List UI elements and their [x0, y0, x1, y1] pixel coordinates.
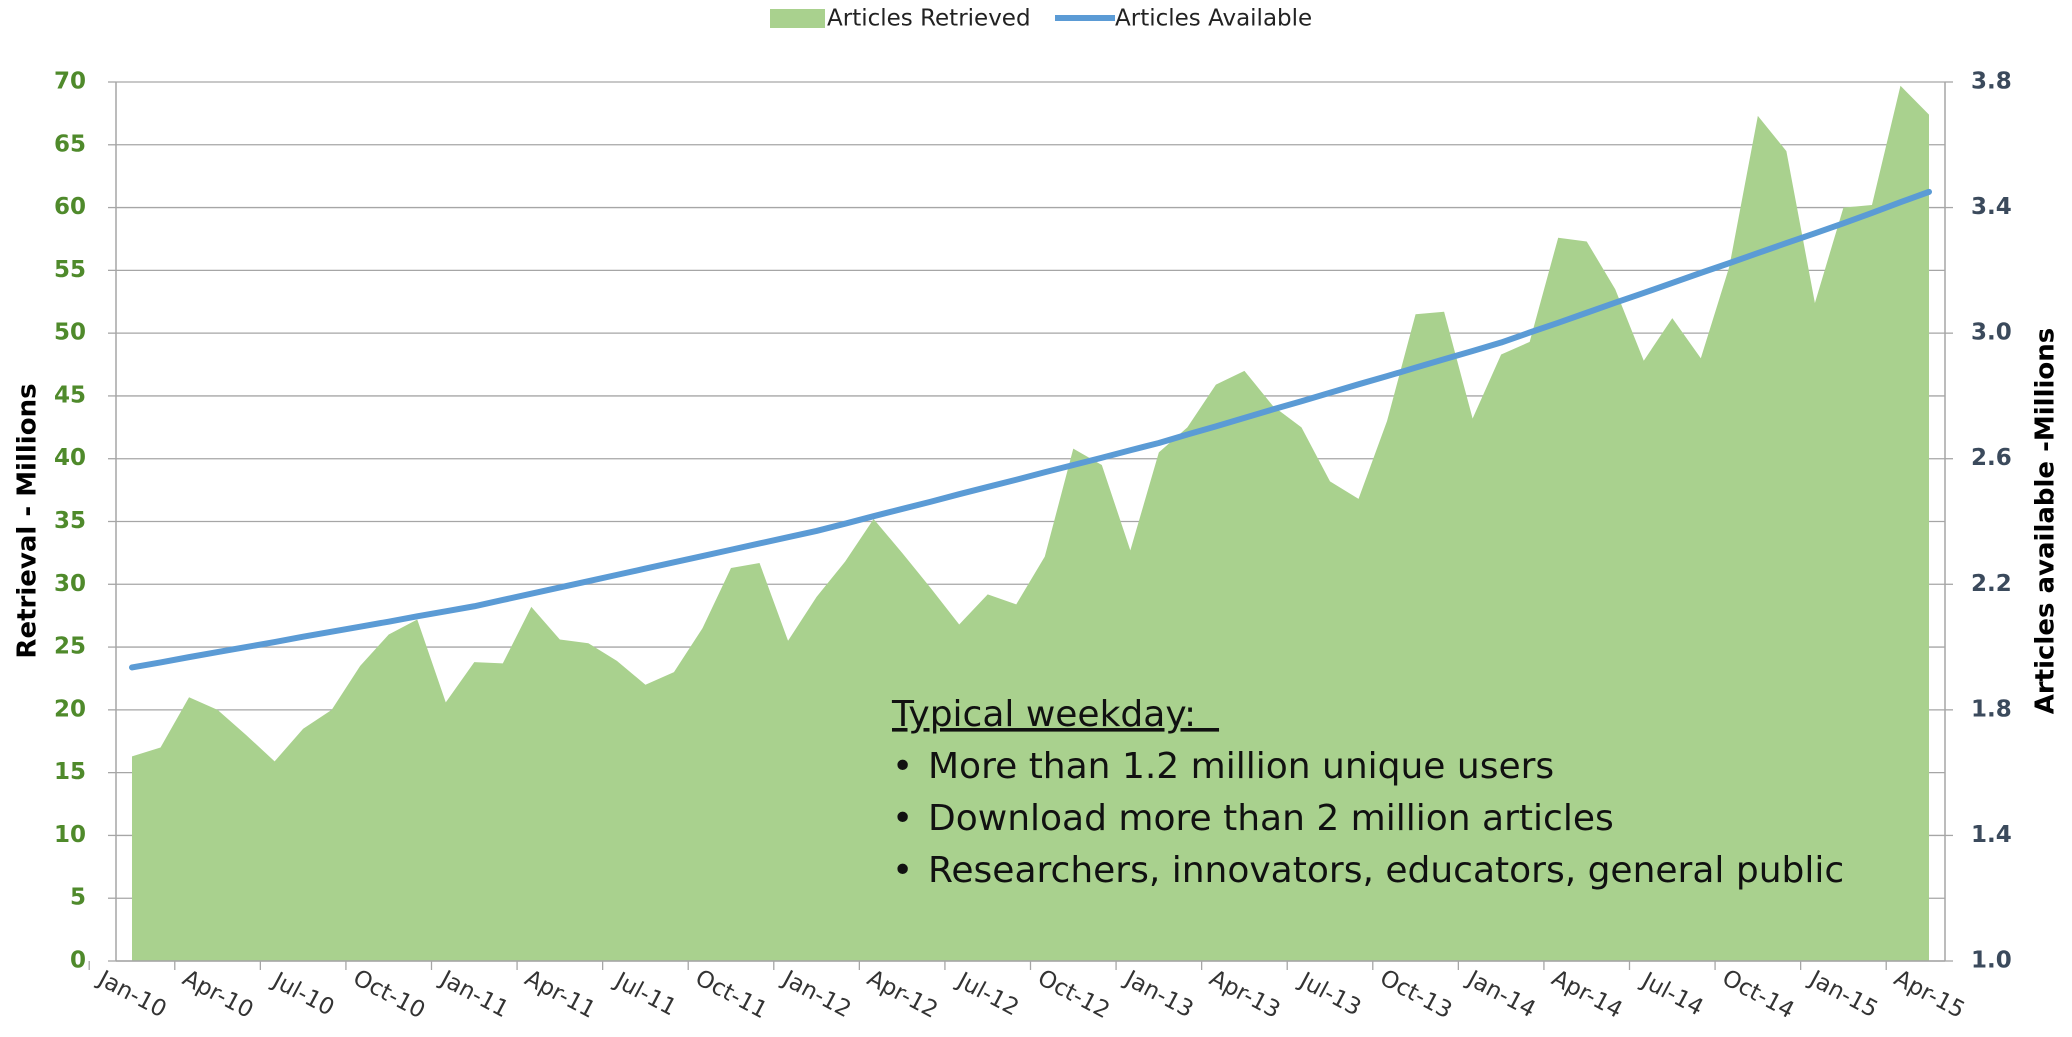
x-tick-label: Apr-11	[520, 965, 599, 1024]
y2-tick-label: 2.2	[1971, 571, 2012, 597]
y-tick-label: 15	[54, 759, 86, 785]
x-tick-label: Jan-12	[777, 965, 855, 1023]
y2-tick-label: 1.4	[1971, 822, 2012, 848]
x-tick-label: Jul-12	[951, 967, 1023, 1022]
x-tick-label: Jul-10	[267, 967, 339, 1022]
y-tick-label: 0	[70, 948, 86, 974]
y-tick-label: 5	[70, 885, 86, 911]
x-tick-label: Jul-11	[609, 967, 681, 1022]
bullet: •	[892, 746, 913, 787]
x-tick-label: Oct-10	[349, 965, 429, 1024]
y-axis-label: Retrieval - Millions	[13, 383, 43, 658]
x-tick-label: Jan-14	[1461, 965, 1539, 1023]
x-tick-label: Jul-13	[1294, 967, 1366, 1022]
line	[129, 188, 1932, 671]
x-tick-label: Jan-15	[1804, 965, 1882, 1023]
y2-tick-label: 3.8	[1971, 69, 2012, 95]
y2-tick-label: 2.6	[1971, 445, 2012, 471]
y-tick-label: 20	[54, 696, 86, 722]
x-tick-label: Oct-11	[691, 965, 771, 1024]
annotation-item: Download more than 2 million articles	[928, 798, 1614, 839]
y-tick-label: 45	[54, 382, 86, 408]
legend-swatch	[770, 9, 825, 28]
x-tick-label: Apr-10	[178, 965, 257, 1024]
y2-tick-label: 1.0	[1971, 948, 2012, 974]
x-tick-label: Apr-12	[863, 965, 942, 1024]
x-tick-label: Jul-14	[1636, 967, 1708, 1022]
y2-tick-label: 3.4	[1971, 194, 2012, 220]
y-tick-label: 55	[54, 257, 86, 283]
y-tick-label: 50	[54, 320, 86, 346]
x-tick-label: Jan-10	[92, 965, 170, 1023]
y-tick-label: 10	[54, 822, 86, 848]
x-tick-label: Apr-13	[1205, 965, 1284, 1024]
bullet: •	[892, 850, 913, 891]
x-tick-label: Apr-14	[1547, 965, 1626, 1024]
x-tick-label: Oct-14	[1718, 965, 1798, 1024]
x-tick-label: Oct-13	[1376, 965, 1456, 1024]
x-tick-label: Oct-12	[1033, 965, 1113, 1024]
x-tick-label: Apr-15	[1890, 965, 1969, 1024]
bullet: •	[892, 798, 913, 839]
x-tick-label: Jan-11	[434, 965, 512, 1023]
annotation-item: More than 1.2 million unique users	[928, 746, 1554, 787]
y2-tick-label: 3.0	[1971, 320, 2012, 346]
y2-axis-label: Articles available -Millions	[2031, 328, 2061, 715]
area	[132, 85, 1929, 961]
y-tick-label: 35	[54, 508, 86, 534]
y-tick-label: 70	[54, 69, 86, 95]
legend-label: Articles Retrieved	[827, 6, 1031, 32]
y-tick-label: 30	[54, 571, 86, 597]
y-tick-label: 25	[54, 634, 86, 660]
annotation-title: Typical weekday:	[891, 694, 1219, 735]
y-tick-label: 65	[54, 131, 86, 157]
x-tick-label: Jan-13	[1119, 965, 1197, 1023]
y2-tick-label: 1.8	[1971, 696, 2012, 722]
y-tick-label: 40	[54, 445, 86, 471]
legend-label: Articles Available	[1115, 6, 1312, 32]
y-tick-label: 60	[54, 194, 86, 220]
annotation-item: Researchers, innovators, educators, gene…	[928, 850, 1844, 891]
